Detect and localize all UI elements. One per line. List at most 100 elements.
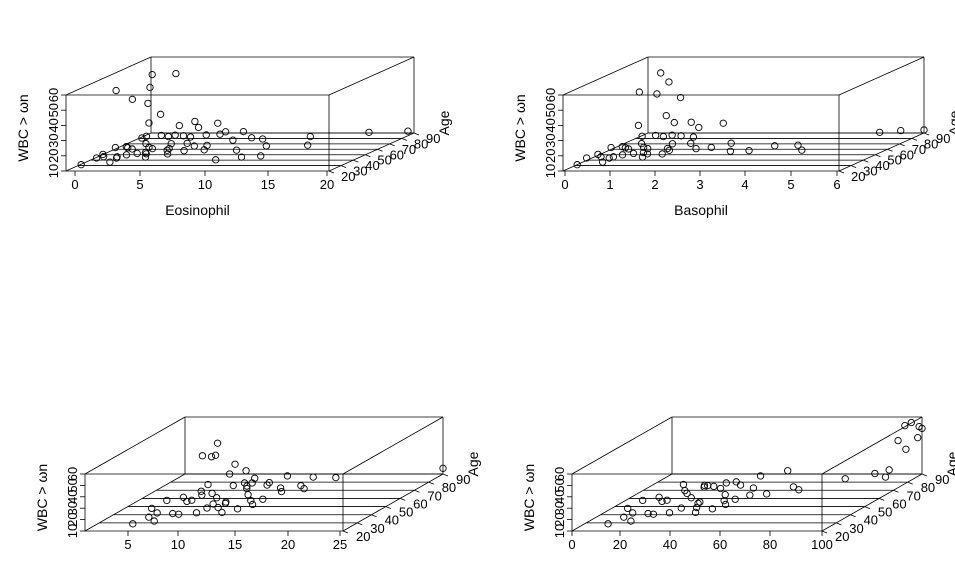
y-axis-title: Age (946, 110, 955, 135)
x-tick-label: 2 (651, 177, 658, 192)
y-tick (838, 170, 845, 174)
z-tick-label: 30 (65, 501, 80, 515)
data-point (133, 149, 141, 158)
data-point (332, 473, 340, 482)
z-tick-label: 50 (543, 103, 558, 117)
box-edge (84, 416, 186, 475)
y-tick-label: 90 (426, 131, 440, 146)
data-point (192, 509, 201, 517)
data-point (194, 123, 203, 132)
data-point (726, 147, 735, 155)
data-point (237, 153, 246, 161)
y-tick (328, 170, 335, 174)
box-edge (838, 56, 925, 96)
data-point (659, 132, 668, 141)
y-tick (850, 165, 857, 168)
x-tick-label: 5 (136, 177, 143, 192)
y-tick (821, 530, 828, 534)
y-tick-label: 40 (365, 158, 379, 173)
data-point (762, 490, 771, 498)
data-point (111, 143, 120, 152)
data-point (644, 509, 652, 518)
y-tick (401, 138, 408, 141)
data-point (624, 504, 632, 513)
data-point (920, 126, 928, 134)
data-point (721, 500, 730, 509)
data-point (145, 143, 153, 151)
data-point (112, 154, 121, 162)
data-point (198, 491, 206, 499)
data-point (208, 489, 216, 498)
data-point (771, 142, 779, 150)
y-tick-label: 50 (377, 153, 391, 168)
data-point (92, 154, 101, 162)
data-point (106, 158, 114, 166)
data-point (638, 153, 647, 161)
z-tick-label: 30 (543, 133, 558, 147)
data-point (212, 156, 220, 164)
data-point (232, 146, 241, 154)
data-point (247, 134, 256, 142)
z-tick-label: 30 (552, 501, 567, 515)
x-tick-label: 0 (568, 537, 575, 552)
data-point (153, 509, 161, 517)
x-axis-title: Eosinophil (165, 202, 230, 218)
x-axis-title: Lymphocyte (660, 562, 735, 565)
z-tick-label: 10 (65, 524, 80, 538)
z-tick-label: 60 (46, 88, 61, 102)
data-point (164, 132, 173, 141)
data-point (794, 141, 802, 149)
data-point (188, 496, 196, 504)
box-edge (571, 416, 673, 475)
data-point (213, 439, 222, 447)
data-point (736, 481, 745, 489)
data-point (658, 150, 666, 158)
x-tick-label: 40 (663, 537, 677, 552)
box-edge (571, 473, 673, 532)
panel-eosinophil: 0 5 10 15 201020304050602030405060708090Eosi… (15, 56, 452, 218)
y-tick (863, 159, 869, 163)
data-point (745, 146, 753, 155)
data-point (190, 142, 198, 150)
y-tick-label: 80 (924, 136, 938, 151)
x-tick-label: 3 (696, 177, 703, 192)
data-point (639, 496, 647, 505)
data-point (665, 78, 673, 86)
x-axis-title: Monocyte (184, 562, 245, 565)
y-tick (836, 522, 842, 526)
data-point (624, 145, 633, 153)
y-tick (413, 132, 420, 136)
data-point (231, 460, 239, 468)
x-tick-label: 10 (198, 177, 212, 192)
y-tick-label: 50 (878, 505, 892, 520)
data-point (122, 143, 130, 151)
data-point (248, 500, 257, 509)
y-tick (371, 514, 377, 518)
y-tick-label: 20 (341, 169, 355, 184)
data-point (677, 504, 685, 512)
data-point (634, 121, 643, 130)
data-point (124, 144, 132, 152)
data-point (598, 158, 607, 166)
data-point (784, 467, 792, 475)
y-tick-label: 70 (906, 488, 920, 503)
data-point (263, 481, 271, 489)
data-point (665, 509, 674, 517)
data-point (218, 508, 226, 517)
data-point (165, 144, 173, 153)
y-tick (414, 489, 420, 493)
x-tick-label: 1 (606, 177, 613, 192)
data-point (627, 517, 635, 525)
x-tick-label: 6 (833, 177, 840, 192)
data-point (841, 475, 849, 483)
data-point (186, 133, 195, 141)
data-point (198, 452, 207, 460)
x-tick-label: 15 (261, 177, 275, 192)
data-point (265, 478, 273, 487)
y-tick-label: 70 (402, 142, 416, 157)
data-point (145, 119, 153, 127)
data-point (262, 142, 270, 150)
y-axis-title: Age (465, 451, 481, 476)
data-point (687, 118, 695, 126)
data-point (175, 121, 183, 130)
